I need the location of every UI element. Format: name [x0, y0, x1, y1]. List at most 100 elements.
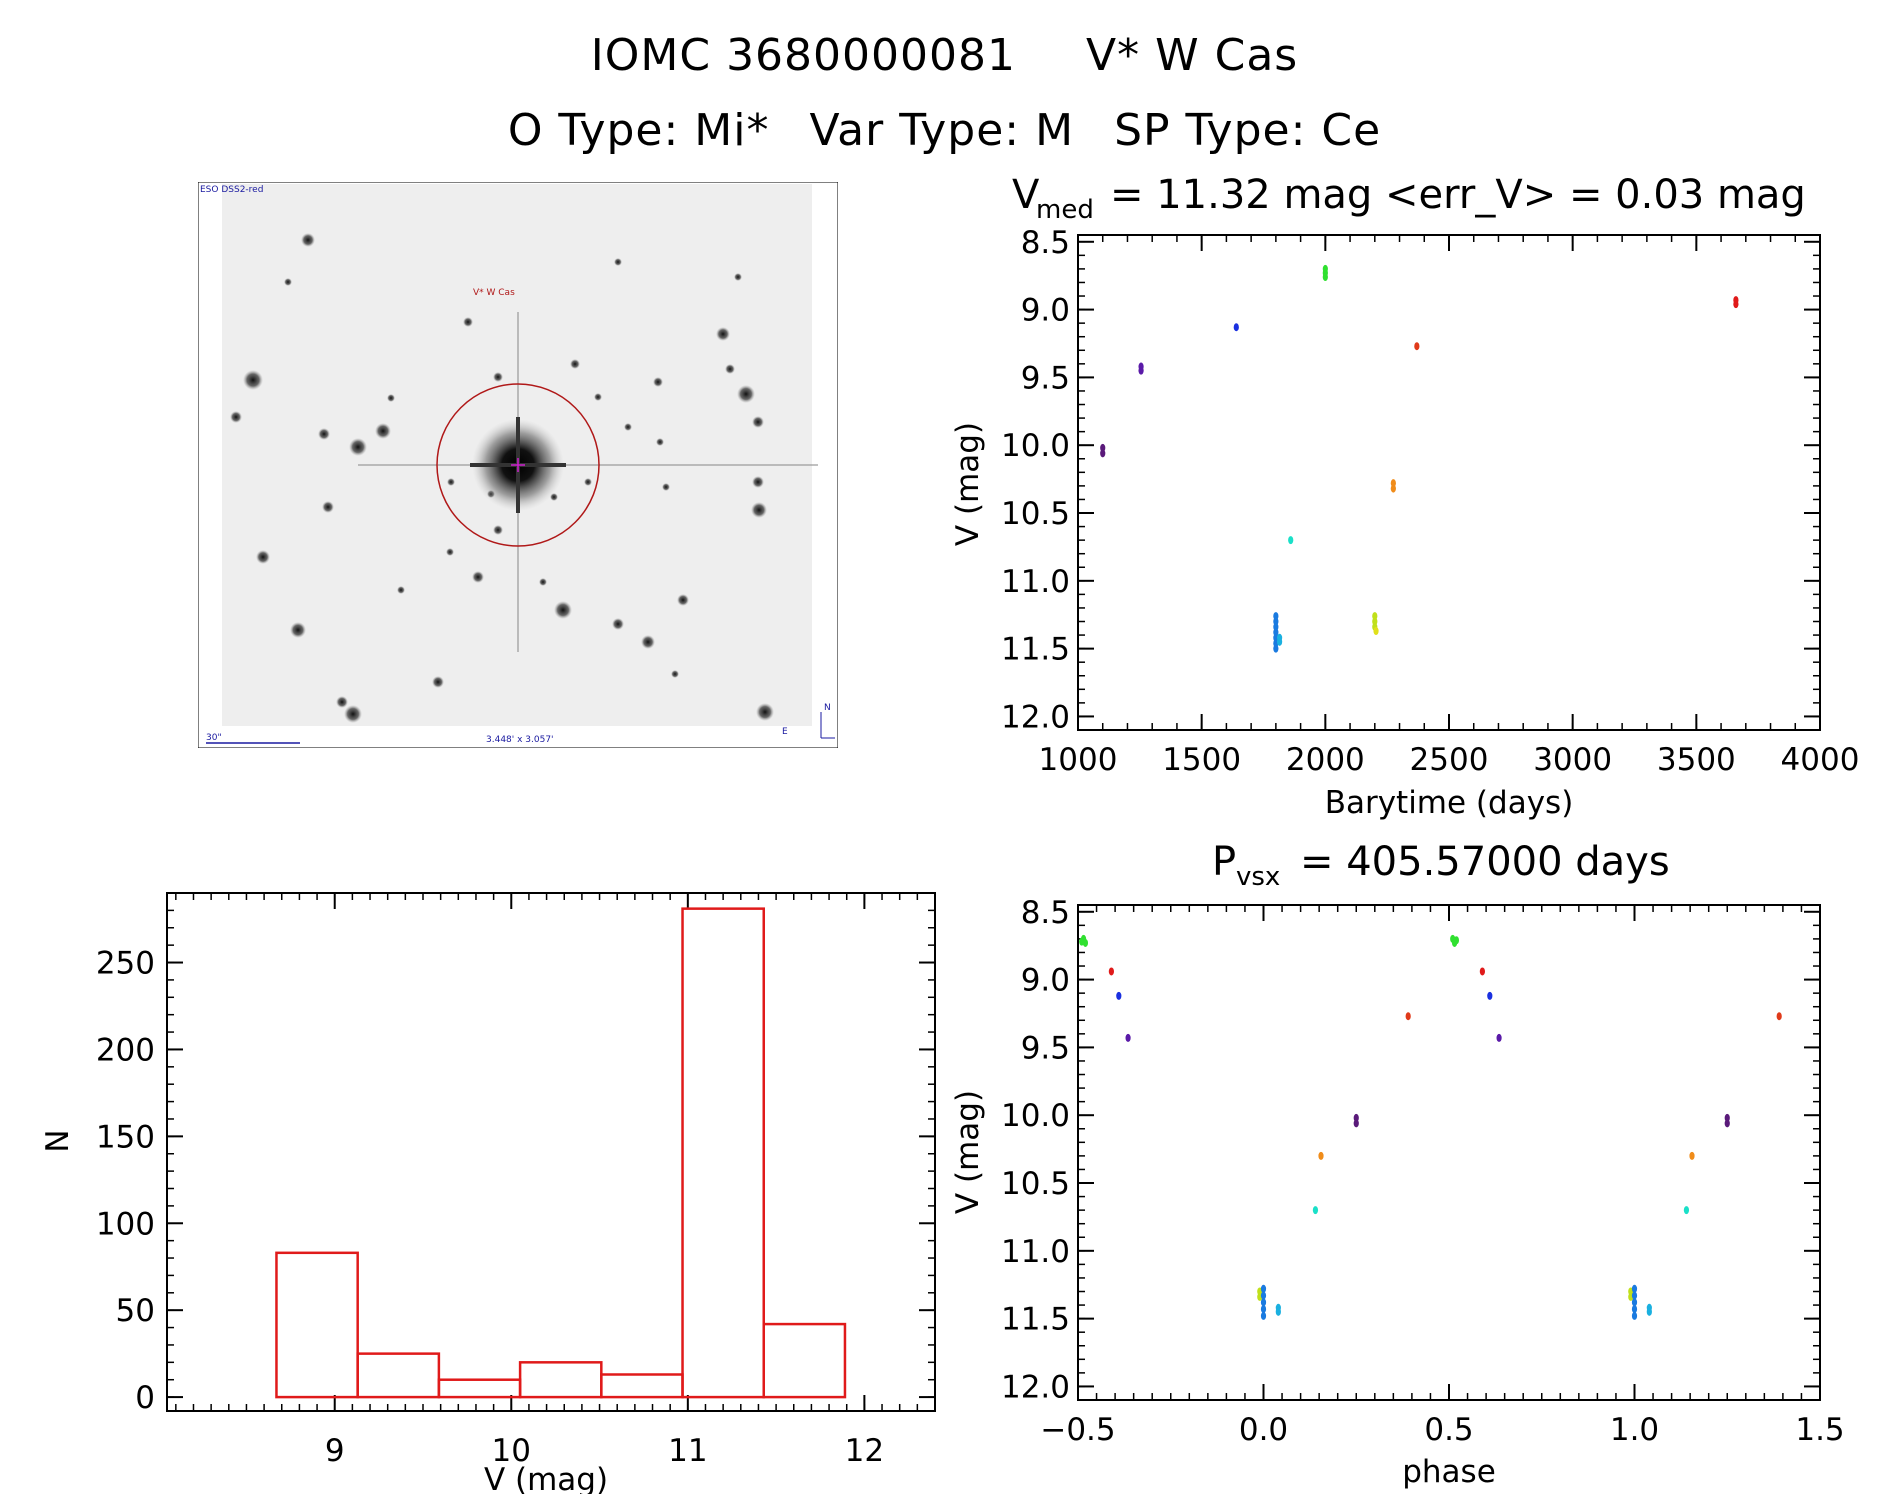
- ph-x-tick-label: 1.0: [1610, 1412, 1659, 1448]
- hist-x-tick-label: 9: [325, 1433, 345, 1469]
- ph-data-point: [1453, 936, 1460, 945]
- field-star: [493, 372, 503, 382]
- ph-data-point: [1487, 991, 1493, 1000]
- field-star: [751, 502, 767, 518]
- ph-y-tick-label: 11.0: [1001, 1234, 1070, 1270]
- field-star: [716, 327, 730, 341]
- hist-y-tick-label: 150: [96, 1119, 155, 1155]
- lc-y-tick-label: 8.5: [1021, 225, 1070, 261]
- ph-title-sub: vsx: [1236, 862, 1280, 892]
- ph-data-point: [1631, 1291, 1638, 1300]
- scale-label: 30": [206, 733, 222, 743]
- ph-data-point: [1082, 938, 1089, 947]
- ph-xlabel: phase: [1402, 1454, 1496, 1490]
- lc-data-point: [1322, 273, 1328, 282]
- ph-data-point: [1631, 1284, 1638, 1293]
- field-star: [671, 670, 679, 678]
- field-star: [336, 696, 348, 708]
- ph-y-tick-label: 9.5: [1021, 1030, 1070, 1066]
- ph-y-tick-label: 10.5: [1001, 1166, 1070, 1202]
- lc-y-tick-label: 10.5: [1001, 496, 1070, 532]
- field-star: [432, 676, 444, 688]
- field-star: [284, 278, 292, 286]
- field-star: [344, 705, 362, 723]
- field-star: [734, 273, 742, 281]
- ph-title-rest: = 405.57000 days: [1300, 839, 1670, 885]
- ph-data-point: [1631, 1298, 1638, 1307]
- field-star: [322, 501, 334, 513]
- sky-thumbnail: ESO DSS2-red V* W Cas 30" 3.448' x 3.057…: [198, 182, 838, 748]
- ph-data-point: [1275, 1307, 1281, 1316]
- hist-y-tick-label: 0: [135, 1380, 155, 1416]
- ph-x-tick-label: 0.5: [1424, 1412, 1473, 1448]
- field-star: [446, 548, 454, 556]
- field-star: [677, 594, 689, 606]
- ph-y-tick-label: 11.5: [1001, 1302, 1070, 1338]
- lc-x-tick-label: 4000: [1781, 742, 1860, 778]
- field-star: [375, 423, 391, 439]
- ph-data-point: [1496, 1033, 1502, 1042]
- field-star: [624, 423, 632, 431]
- ph-data-point: [1260, 1284, 1267, 1293]
- lc-xlabel: Barytime (days): [1325, 785, 1574, 821]
- ph-data-point: [1108, 967, 1114, 976]
- ph-data-point: [1405, 1012, 1411, 1021]
- page-title: IOMC 3680000081 V* W Cas: [0, 30, 1889, 81]
- lc-data-point: [1138, 366, 1144, 375]
- field-star: [243, 370, 263, 390]
- otype-label: O Type: Mi*: [507, 105, 770, 156]
- field-star: [756, 703, 774, 721]
- field-star: [653, 377, 663, 387]
- ph-y-tick-label: 8.5: [1021, 895, 1070, 931]
- lc-data-point: [1273, 644, 1279, 653]
- field-star: [349, 438, 367, 456]
- lc-title-rest: = 11.32 mag <err_V> = 0.03 mag: [1110, 172, 1806, 218]
- field-star: [662, 483, 670, 491]
- field-star: [230, 411, 242, 423]
- ph-y-tick-label: 12.0: [1001, 1369, 1070, 1405]
- hist-y-tick-label: 100: [96, 1206, 155, 1242]
- ph-data-point: [1260, 1291, 1267, 1300]
- lc-data-point: [1100, 449, 1106, 458]
- ph-data-point: [1646, 1307, 1652, 1316]
- page-subtitle: O Type: Mi* Var Type: M SP Type: Ce: [0, 105, 1889, 156]
- field-star: [737, 385, 755, 403]
- field-star: [584, 478, 592, 486]
- field-star: [554, 601, 572, 619]
- field-star: [447, 478, 455, 486]
- hist-plot-frame: [166, 892, 936, 1412]
- sptype-label: SP Type: Ce: [1114, 105, 1382, 156]
- field-star: [594, 393, 602, 401]
- vartype-label: Var Type: M: [809, 105, 1075, 156]
- lc-y-tick-label: 11.5: [1001, 632, 1070, 668]
- lc-data-point: [1288, 536, 1294, 545]
- ph-data-point: [1260, 1305, 1267, 1314]
- lc-y-tick-label: 11.0: [1001, 564, 1070, 600]
- field-star: [656, 438, 664, 446]
- lc-x-tick-label: 3500: [1657, 742, 1736, 778]
- field-star: [301, 233, 315, 247]
- field-star: [463, 317, 473, 327]
- field-star: [387, 394, 395, 402]
- lc-x-tick-label: 1000: [1039, 742, 1118, 778]
- lc-y-tick-label: 10.0: [1001, 428, 1070, 464]
- field-star: [256, 550, 270, 564]
- east-label: E: [782, 727, 788, 737]
- ph-data-point: [1631, 1305, 1638, 1314]
- lc-data-point: [1733, 300, 1739, 309]
- compass: N E: [782, 703, 835, 739]
- target-label: V* W Cas: [473, 288, 515, 298]
- ph-y-tick-label: 10.0: [1001, 1098, 1070, 1134]
- hist-bar: [356, 1352, 441, 1399]
- north-label: N: [824, 703, 831, 713]
- ph-x-tick-label: 0.0: [1239, 1412, 1288, 1448]
- field-star: [539, 578, 547, 586]
- ph-data-point: [1776, 1012, 1782, 1021]
- lc-data-point: [1276, 637, 1283, 646]
- ph-data-point: [1353, 1119, 1359, 1128]
- field-star: [752, 476, 764, 488]
- lc-x-tick-label: 2500: [1410, 742, 1489, 778]
- ph-data-point: [1312, 1206, 1319, 1215]
- ph-data-point: [1125, 1033, 1131, 1042]
